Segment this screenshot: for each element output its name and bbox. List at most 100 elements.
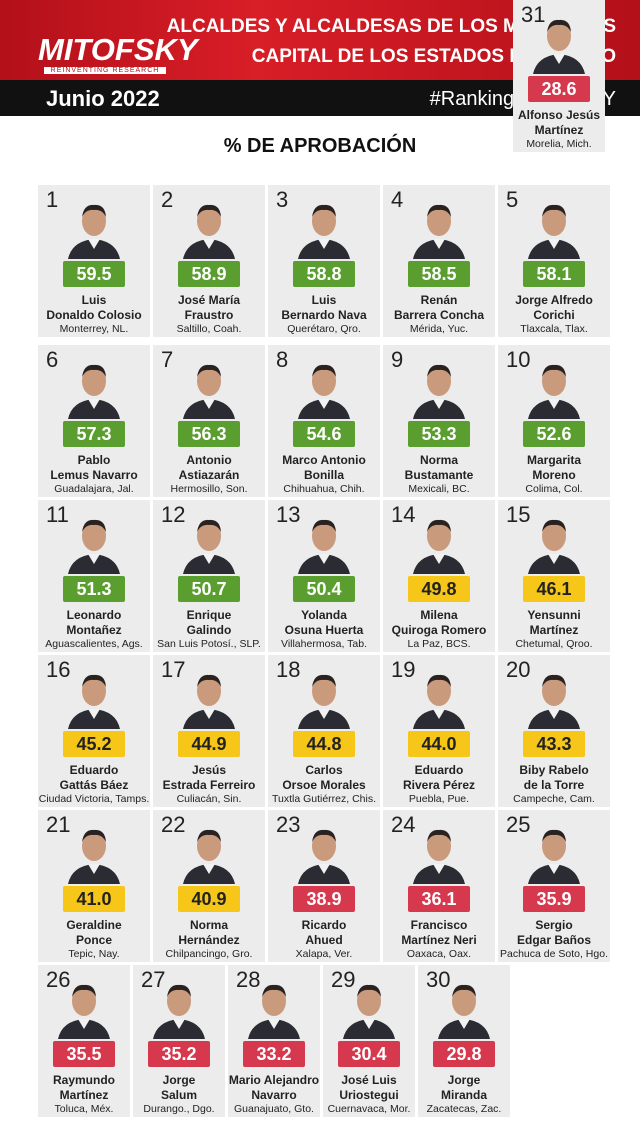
photo (68, 674, 120, 729)
name-line: Bonilla (303, 468, 344, 482)
photo (68, 204, 120, 259)
name-line: Rivera Pérez (402, 778, 476, 792)
name-line: Leonardo (66, 608, 122, 622)
card: 15 46.1 Yensunni Martínez Chetumal, Qroo. (498, 500, 610, 652)
name-line: Jesús (191, 763, 227, 777)
score-badge: 54.6 (293, 421, 355, 447)
rank: 2 (161, 187, 174, 212)
rank: 13 (276, 502, 301, 527)
tagline: REINVENTING RESEARCH (44, 67, 166, 74)
city: Tlaxcala, Tlax. (520, 323, 588, 335)
city: Zacatecas, Zac. (426, 1103, 502, 1115)
card: 11 51.3 Leonardo Montañez Aguascalientes, Ag… (38, 500, 150, 652)
city: Aguascalientes, Ags. (45, 638, 143, 650)
rank: 26 (46, 967, 71, 992)
photo (298, 674, 350, 729)
photo (413, 674, 465, 729)
score-badge: 44.8 (293, 731, 355, 757)
city: Guanajuato, Gto. (234, 1103, 314, 1115)
name-line: Bustamante (404, 468, 474, 482)
name-line: Ponce (75, 933, 112, 947)
city: San Luis Potosí., SLP. (157, 638, 261, 650)
card: 28 33.2 Mario Alejandro Navarro Guanajuato, … (228, 965, 320, 1117)
card: 16 45.2 Eduardo Gattás Báez Ciudad Victoria,… (38, 655, 150, 807)
card: 3 58.8 Luis Bernardo Nava Querétaro, Qro. (268, 185, 380, 337)
city: Xalapa, Ver. (295, 948, 353, 960)
city: Morelia, Mich. (526, 138, 592, 150)
name-line: Orsoe Morales (282, 778, 366, 792)
score-badge: 50.7 (178, 576, 240, 602)
card: 20 43.3 Biby Rabelo de la Torre Campeche, Ca… (498, 655, 610, 807)
rank: 7 (161, 347, 174, 372)
name-line: Osuna Huerta (284, 623, 364, 637)
rank: 29 (331, 967, 356, 992)
name-line: José Luis (341, 1073, 397, 1087)
name-line: Norma (189, 918, 228, 932)
name-line: Raymundo (52, 1073, 115, 1087)
score-badge: 44.0 (408, 731, 470, 757)
card: 31 28.6 Alfonso Jesús Martínez Morelia, Mich… (513, 0, 605, 152)
rank: 10 (506, 347, 531, 372)
city: Puebla, Pue. (408, 793, 470, 805)
score-badge: 56.3 (178, 421, 240, 447)
card: 26 35.5 Raymundo Martínez Toluca, Méx. (38, 965, 130, 1117)
name-line: Sergio (535, 918, 573, 932)
card: 14 49.8 Milena Quiroga Romero La Paz, BCS. (383, 500, 495, 652)
city: Tepic, Nay. (68, 948, 120, 960)
score-badge: 28.6 (528, 76, 590, 102)
card: 8 54.6 Marco Antonio Bonilla Chihuahua, Chih… (268, 345, 380, 497)
card: 2 58.9 José María Fraustro Saltillo, Coah. (153, 185, 265, 337)
rank: 17 (161, 657, 186, 682)
rank: 18 (276, 657, 301, 682)
card: 25 35.9 Sergio Edgar Baños Pachuca de Soto, … (498, 810, 610, 962)
name-line: Corichi (533, 308, 575, 322)
rank: 27 (141, 967, 166, 992)
name-line: José María (177, 293, 241, 307)
score-badge: 51.3 (63, 576, 125, 602)
name-line: Moreno (532, 468, 576, 482)
photo (413, 519, 465, 574)
name-line: Estrada Ferreiro (162, 778, 256, 792)
name-line: Yolanda (301, 608, 347, 622)
photo (413, 829, 465, 884)
name-line: Geraldine (66, 918, 122, 932)
rank: 28 (236, 967, 261, 992)
score-badge: 58.1 (523, 261, 585, 287)
city: Querétaro, Qro. (287, 323, 361, 335)
name-line: Margarita (526, 453, 582, 467)
city: Saltillo, Coah. (176, 323, 242, 335)
card: 7 56.3 Antonio Astiazarán Hermosillo, Son. (153, 345, 265, 497)
score-badge: 59.5 (63, 261, 125, 287)
name-line: Martínez Neri (401, 933, 477, 947)
name-line: Enrique (186, 608, 232, 622)
name-line: Edgar Baños (516, 933, 591, 947)
name-line: Antonio (186, 453, 232, 467)
photo (298, 829, 350, 884)
city: Chihuahua, Chih. (283, 483, 365, 495)
rank: 16 (46, 657, 71, 682)
card: 9 53.3 Norma Bustamante Mexicali, BC. (383, 345, 495, 497)
name-line: Miranda (440, 1088, 487, 1102)
score-badge: 58.8 (293, 261, 355, 287)
name-line: Yensunni (527, 608, 581, 622)
score-badge: 41.0 (63, 886, 125, 912)
name-line: Ricardo (301, 918, 347, 932)
name-line: Fraustro (184, 308, 234, 322)
rank: 6 (46, 347, 59, 372)
score-badge: 29.8 (433, 1041, 495, 1067)
score-badge: 58.5 (408, 261, 470, 287)
city: Durango., Dgo. (143, 1103, 215, 1115)
city: Hermosillo, Son. (170, 483, 248, 495)
photo (298, 204, 350, 259)
name-line: Hernández (178, 933, 240, 947)
score-badge: 35.2 (148, 1041, 210, 1067)
name-line: Luis (311, 293, 337, 307)
city: Cuernavaca, Mor. (327, 1103, 411, 1115)
rank: 14 (391, 502, 416, 527)
name-line: Barrera Concha (393, 308, 485, 322)
photo (533, 19, 585, 74)
card: 23 38.9 Ricardo Ahued Xalapa, Ver. (268, 810, 380, 962)
name-line: Gattás Báez (59, 778, 129, 792)
city: Mexicali, BC. (408, 483, 470, 495)
city: Toluca, Méx. (54, 1103, 114, 1115)
